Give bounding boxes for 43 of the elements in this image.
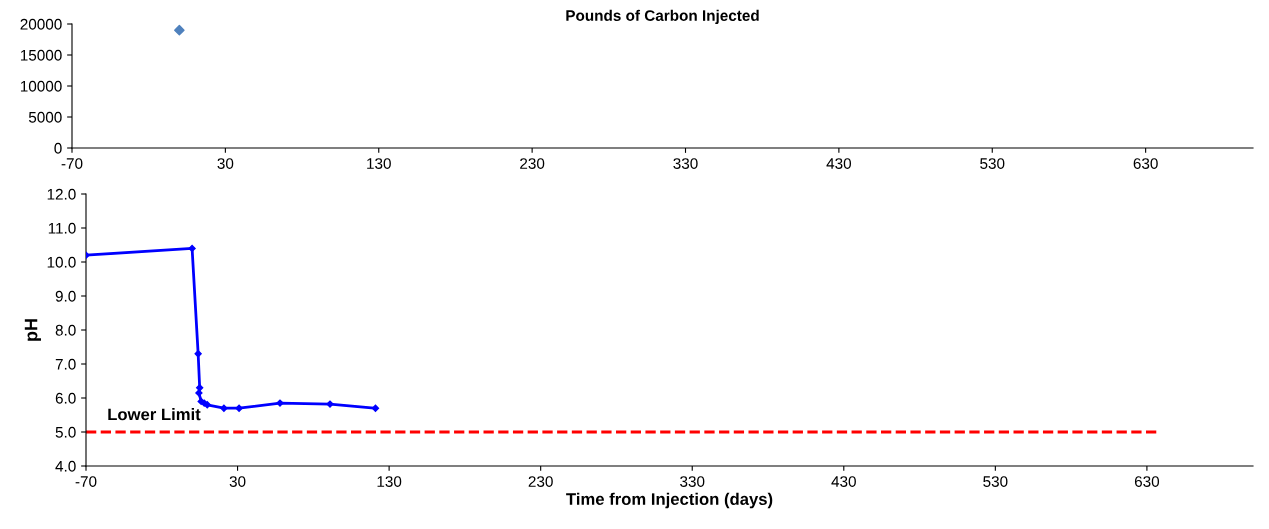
chart-title: Pounds of Carbon Injected [566,9,759,24]
x-tick-label: 430 [826,158,852,169]
y-tick-label: 20000 [20,18,62,30]
y-tick-label: 5.0 [55,426,76,438]
ref-line-label: Lower Limit [108,408,201,421]
y-tick-label: 10000 [20,80,62,92]
y-tick-label: 7.0 [55,358,76,370]
y-tick-label: 8.0 [55,324,76,336]
point [220,404,228,412]
x-tick-label: 330 [673,158,698,169]
x-tick-label: 530 [983,476,1008,487]
y-axis-title: pH [24,319,41,341]
x-tick-label: 430 [831,476,856,487]
point [188,244,196,253]
x-tick-label: -70 [75,476,97,487]
point [276,399,284,407]
y-tick-label: 10.0 [47,256,76,268]
x-tick-label: 230 [528,476,553,487]
y-tick-label: 5000 [28,111,62,123]
x-tick-label: 330 [680,476,705,487]
point [196,384,204,392]
y-tick-label: 12.0 [47,188,76,200]
x-tick-label: 130 [377,476,402,487]
x-tick-label: 130 [367,158,391,169]
y-tick-label: 11.0 [48,222,76,234]
x-tick-label: 630 [1133,158,1158,169]
y-tick-label: 6.0 [55,392,76,404]
point [371,404,380,412]
x-tick-label: 30 [217,158,234,169]
point [194,350,202,358]
x-tick-label: 530 [980,158,1005,169]
point [326,400,334,408]
x-axis-title: Time from Injection (days) [566,492,773,509]
y-tick-label: 4.0 [55,460,76,472]
point [235,404,243,412]
x-tick-label: 30 [229,476,246,487]
x-tick-label: 230 [520,158,545,169]
x-tick-label: 630 [1134,476,1160,487]
x-tick-label: -70 [61,158,83,169]
y-tick-label: 9.0 [55,290,76,302]
y-tick-label: 0 [54,142,62,154]
y-tick-label: 15000 [20,49,62,61]
point [195,389,203,397]
